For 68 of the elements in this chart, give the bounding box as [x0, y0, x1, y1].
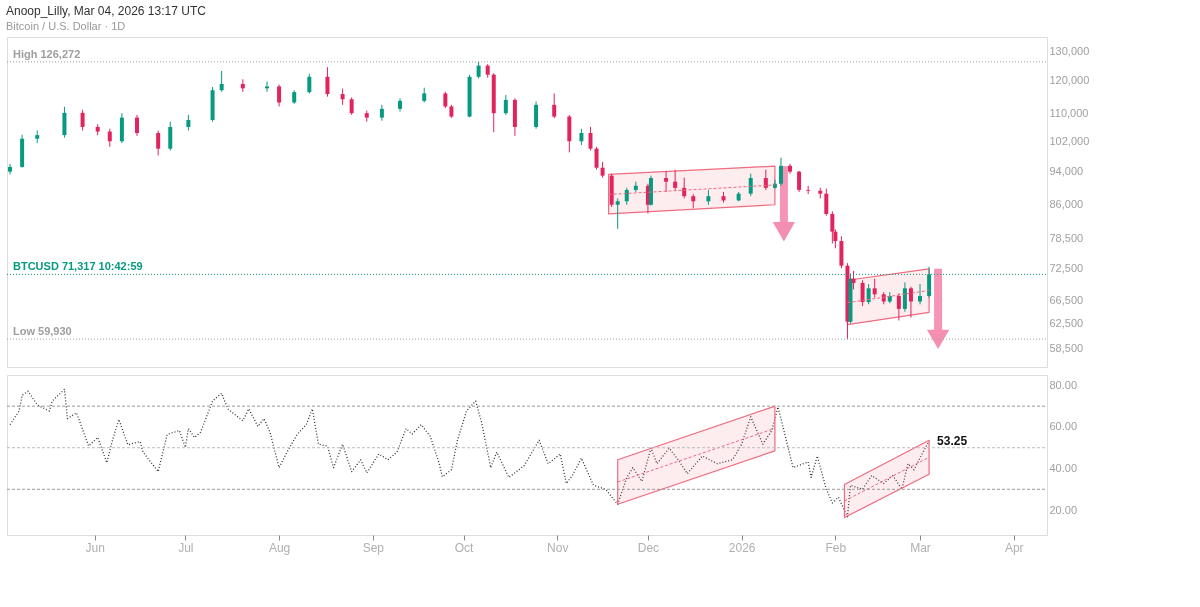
- line-series: [9, 388, 930, 518]
- y-tick-label: 86,000: [1049, 198, 1084, 211]
- candlestick: [908, 286, 913, 319]
- candlestick: [918, 283, 923, 305]
- y-tick-label: 66,500: [1049, 293, 1084, 306]
- y-tick-label: 62,500: [1049, 316, 1084, 329]
- y-tick-label: 40.00: [1049, 462, 1078, 475]
- ref-line-label: High 126,272: [13, 47, 81, 60]
- candlestick: [277, 84, 282, 107]
- chart-subtitle: Bitcoin / U.S. Dollar · 1D: [6, 19, 126, 32]
- candlestick: [219, 70, 224, 93]
- candlestick: [156, 129, 161, 156]
- x-tick-label: Oct: [454, 540, 475, 555]
- candlestick: [748, 173, 753, 197]
- y-tick-label: 58,500: [1049, 341, 1084, 354]
- candlestick: [534, 101, 539, 130]
- x-tick-label: 2026: [728, 540, 756, 555]
- candlestick: [896, 292, 901, 322]
- y-tick-label: 78,500: [1049, 232, 1084, 245]
- candlestick: [824, 188, 829, 217]
- candlestick: [552, 92, 557, 119]
- candlestick: [594, 146, 599, 171]
- candlestick: [778, 157, 783, 187]
- x-tick-label: Jun: [85, 540, 105, 555]
- candlestick: [8, 163, 13, 175]
- y-tick-label: 20.00: [1049, 503, 1078, 516]
- candlestick: [664, 170, 669, 193]
- candlestick: [830, 210, 835, 244]
- candlestick: [119, 112, 124, 144]
- candlestick: [851, 270, 856, 290]
- candlestick: [325, 66, 330, 98]
- ref-line-label: Low 59,930: [13, 325, 72, 338]
- candlestick: [763, 169, 768, 191]
- x-tick-label: Nov: [547, 540, 569, 555]
- y-tick-label: 94,000: [1049, 165, 1084, 178]
- ref-line-label: BTCUSD 71,317 10:42:59: [13, 260, 143, 273]
- x-tick-label: Sep: [362, 540, 385, 555]
- candlestick: [588, 126, 593, 151]
- candlestick: [503, 94, 508, 116]
- y-tick-label: 120,000: [1049, 74, 1090, 87]
- candlestick: [902, 281, 907, 313]
- y-tick-label: 72,500: [1049, 261, 1084, 274]
- x-tick-label: Jul: [178, 540, 194, 555]
- candlestick: [307, 73, 312, 94]
- x-tick-label: Aug: [268, 540, 291, 555]
- candlestick: [860, 279, 865, 307]
- candlestick: [107, 128, 112, 148]
- y-tick-label: 60.00: [1049, 420, 1078, 433]
- annotation: 53.25: [937, 433, 968, 448]
- candlestick: [135, 114, 139, 137]
- candlestick: [872, 278, 877, 299]
- candlestick: [615, 197, 620, 230]
- candlestick: [797, 170, 802, 193]
- x-tick-label: Dec: [637, 540, 660, 555]
- x-tick-label: Mar: [910, 540, 931, 555]
- x-tick-label: Apr: [1004, 540, 1024, 555]
- y-tick-label: 130,000: [1049, 44, 1090, 57]
- y-tick-label: 110,000: [1049, 106, 1089, 119]
- candlestick: [866, 283, 871, 305]
- candlestick: [265, 80, 269, 93]
- y-tick-label: 80.00: [1049, 378, 1078, 391]
- candlestick: [168, 121, 173, 151]
- candlestick: [62, 106, 67, 139]
- x-tick-label: Feb: [825, 540, 847, 555]
- candlestick: [80, 109, 85, 131]
- candlestick: [673, 169, 678, 191]
- chart-title: Anoop_Lilly, Mar 04, 2026 13:17 UTC: [6, 3, 207, 18]
- y-tick-label: 102,000: [1049, 134, 1090, 147]
